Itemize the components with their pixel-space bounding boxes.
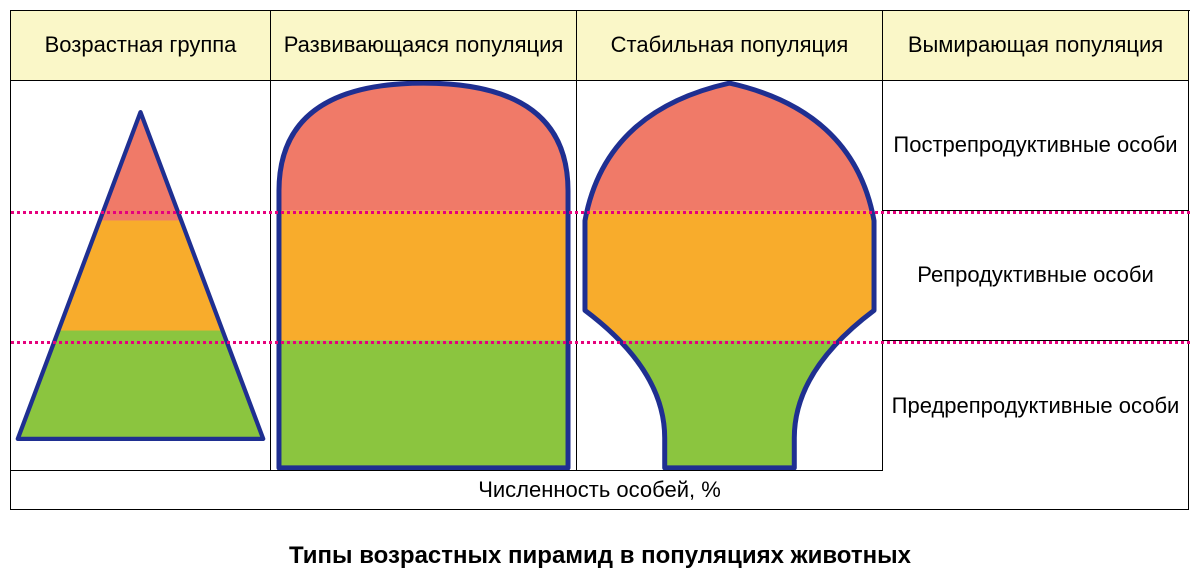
x-axis-label: Численность особей, %	[478, 477, 721, 502]
header-col-stable: Стабильная популяция	[577, 11, 883, 81]
pyramid-stable	[271, 81, 577, 471]
header-col1-label: Развивающаяся популяция	[284, 32, 564, 58]
header-col-developing: Развивающаяся популяция	[271, 11, 577, 81]
x-axis-row: Численность особей, %	[11, 471, 1189, 510]
row-post-text: Пострепродуктивные особи	[893, 132, 1177, 158]
caption-text: Типы возрастных пирамид в популяциях жив…	[289, 542, 911, 569]
pyramid-declining	[577, 81, 883, 471]
header-col3-label: Вымирающая популяция	[908, 32, 1163, 58]
header-col2-label: Стабильная популяция	[611, 32, 849, 58]
pyramid-developing	[11, 81, 271, 471]
row-pre-text: Предрепродуктивные особи	[892, 393, 1180, 419]
header-col-declining: Вымирающая популяция	[883, 11, 1189, 81]
row-label-post: Пострепродуктивные особи	[883, 81, 1189, 211]
pyramid-table: Возрастная группа Развивающаяся популяци…	[10, 10, 1190, 510]
row-label-pre: Предрепродуктивные особи	[883, 341, 1189, 471]
row-rep-text: Репродуктивные особи	[917, 262, 1154, 288]
diagram-caption: Типы возрастных пирамид в популяциях жив…	[10, 542, 1190, 570]
header-age-group: Возрастная группа	[11, 11, 271, 81]
header-age-group-label: Возрастная группа	[45, 32, 237, 58]
row-label-rep: Репродуктивные особи	[883, 211, 1189, 341]
